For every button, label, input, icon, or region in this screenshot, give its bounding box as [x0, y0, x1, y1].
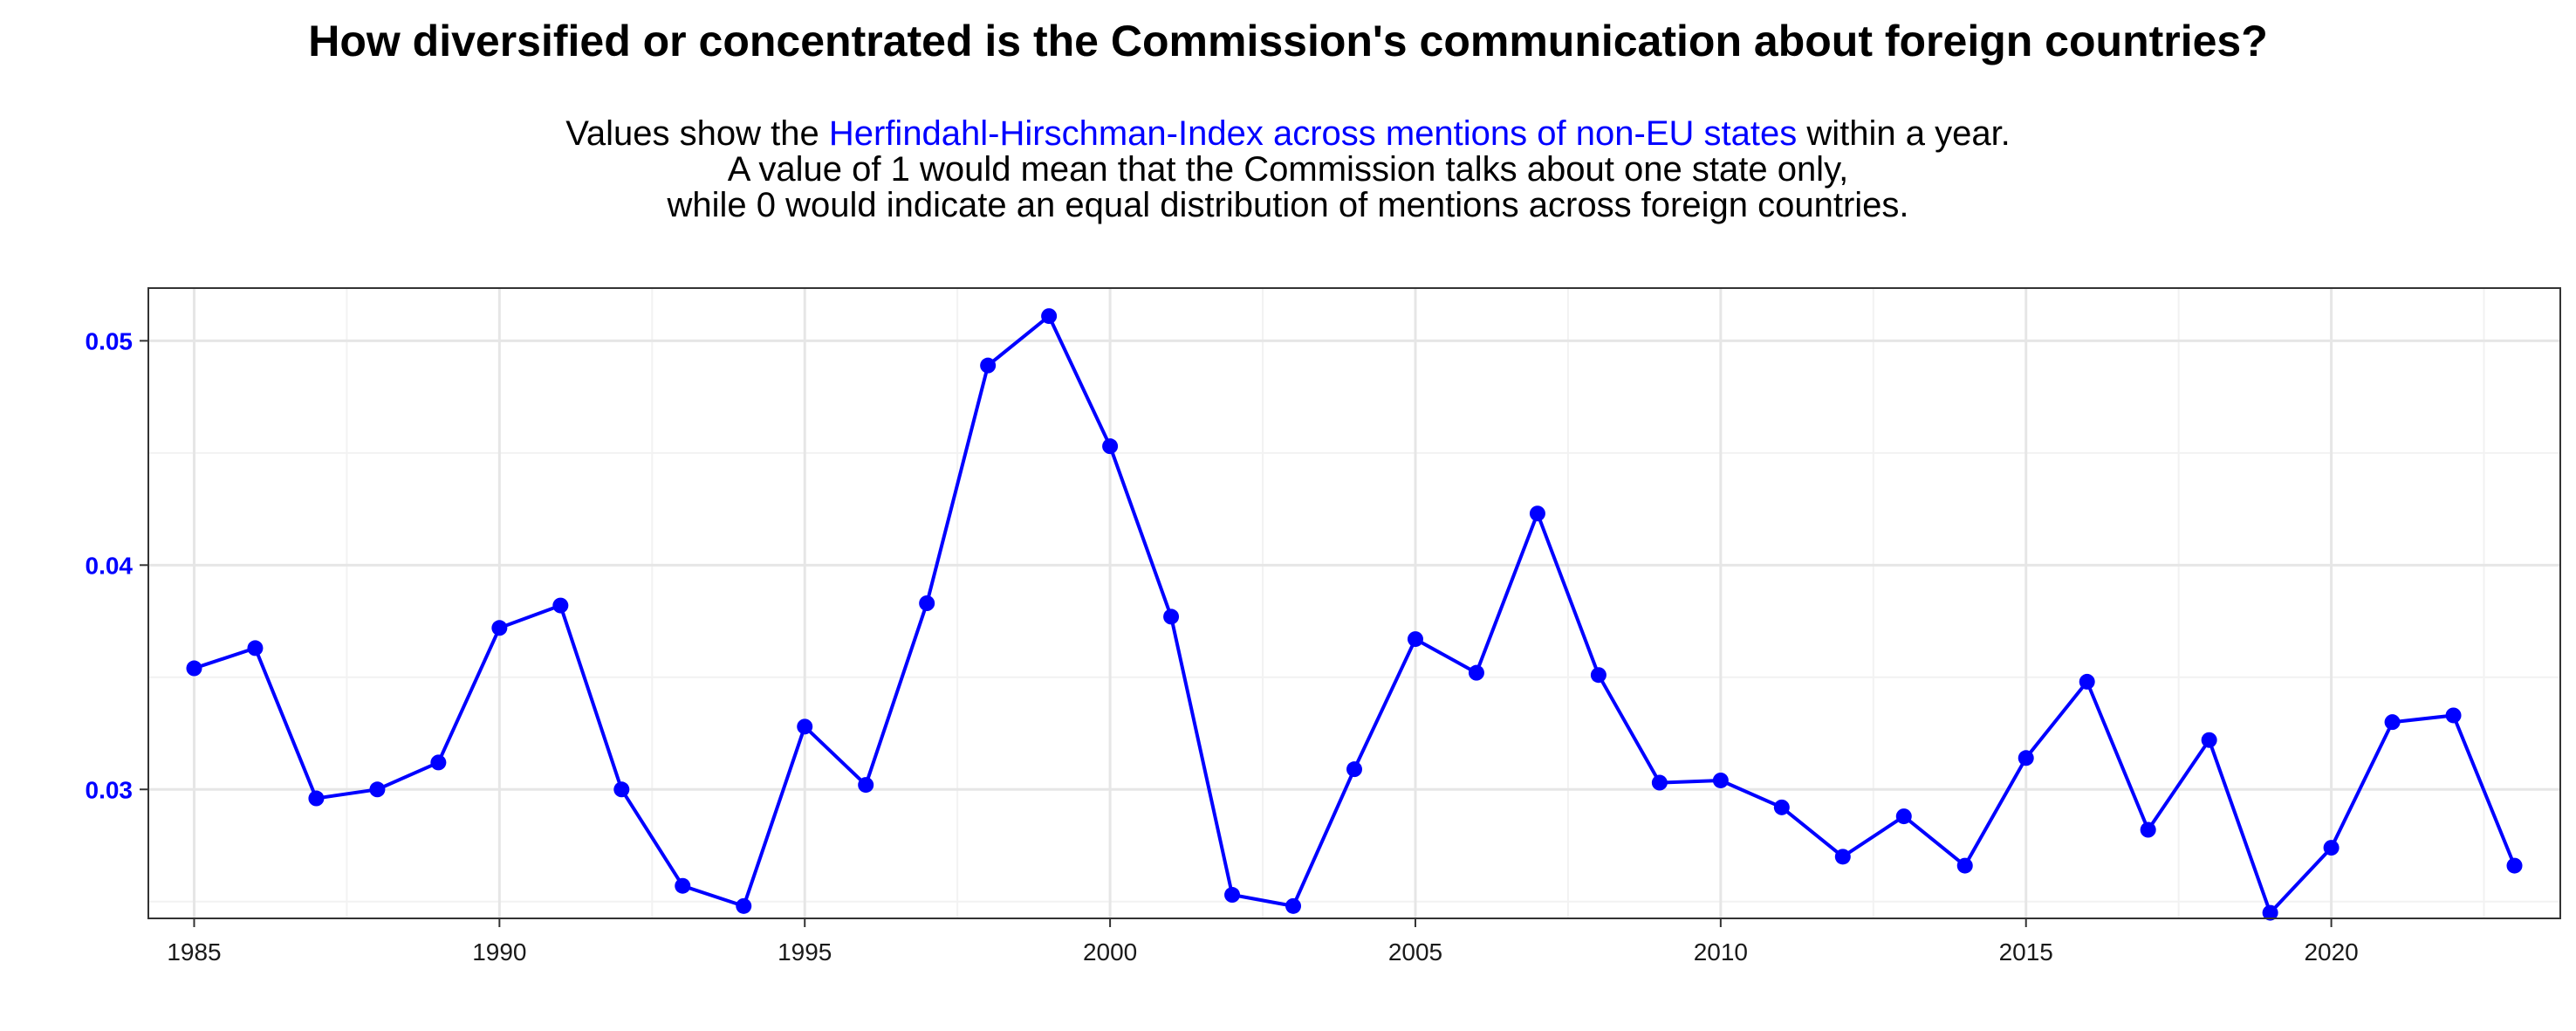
- data-point: [430, 754, 447, 771]
- data-point: [1407, 631, 1423, 648]
- x-tick-label: 2005: [1388, 938, 1442, 966]
- data-point: [1468, 664, 1484, 681]
- data-point: [2018, 750, 2034, 766]
- data-point: [2445, 707, 2462, 724]
- data-point: [2384, 714, 2401, 731]
- data-point: [1041, 308, 1058, 325]
- data-point: [186, 660, 202, 677]
- data-point: [1895, 808, 1912, 825]
- data-point: [1590, 667, 1607, 684]
- data-point: [736, 897, 752, 914]
- x-tick-label: 1995: [778, 938, 832, 966]
- data-point: [1834, 849, 1851, 865]
- panel-border: [147, 287, 2561, 919]
- data-point: [2262, 904, 2278, 921]
- subtitle-prefix: Values show the: [565, 114, 829, 153]
- x-tick-label: 1990: [472, 938, 526, 966]
- data-point: [1285, 897, 1302, 914]
- data-point: [1773, 799, 1790, 815]
- data-point: [613, 781, 630, 798]
- subtitle-highlight: Herfindahl-Hirschman-Index across mentio…: [828, 114, 1798, 153]
- data-point: [491, 620, 508, 636]
- y-tick-label: 0.04: [86, 552, 134, 579]
- data-point: [308, 790, 325, 807]
- data-point: [1102, 438, 1119, 455]
- x-tick-label: 2020: [2304, 938, 2358, 966]
- series-layer: [186, 308, 2523, 921]
- data-point: [1956, 857, 1973, 874]
- grid-minor: [148, 288, 2560, 918]
- data-point: [919, 595, 935, 611]
- chart-title: How diversified or concentrated is the C…: [308, 17, 2268, 65]
- subtitle-line-2: A value of 1 would mean that the Commiss…: [727, 150, 1849, 189]
- series-line: [193, 314, 2517, 915]
- data-point: [2506, 857, 2523, 874]
- data-point: [369, 781, 386, 798]
- data-point: [858, 777, 874, 794]
- data-point: [247, 640, 264, 656]
- data-point: [1529, 505, 1545, 522]
- x-tick-label: 2000: [1083, 938, 1137, 966]
- data-point: [1712, 772, 1729, 788]
- data-point: [552, 597, 569, 614]
- y-tick-label: 0.03: [86, 776, 134, 803]
- data-point: [2201, 732, 2217, 748]
- data-point: [2079, 673, 2095, 690]
- data-point: [2140, 821, 2156, 838]
- data-point: [675, 877, 691, 894]
- data-point: [1224, 887, 1241, 904]
- data-point: [1346, 761, 1362, 778]
- data-point: [797, 718, 813, 735]
- y-tick-label: 0.05: [86, 327, 134, 354]
- subtitle-line-1: Values show the Herfindahl-Hirschman-Ind…: [0, 116, 2576, 152]
- subtitle-suffix: within a year.: [1797, 114, 2011, 153]
- chart-subtitle: Values show the Herfindahl-Hirschman-Ind…: [0, 116, 2576, 223]
- x-tick-label: 2010: [1694, 938, 1748, 966]
- axes-layer: 0.03 0.04 0.05 1985 1990 1995 2000 2005 2010 2015…: [86, 327, 2359, 966]
- data-point: [1651, 774, 1668, 791]
- grid-major: [148, 288, 2560, 918]
- subtitle-line-3: while 0 would indicate an equal distribu…: [667, 186, 1909, 224]
- data-point: [2323, 840, 2340, 856]
- x-tick-label: 2015: [1999, 938, 2053, 966]
- data-point: [980, 357, 997, 374]
- data-point: [1163, 608, 1180, 625]
- x-tick-label: 1985: [167, 938, 221, 966]
